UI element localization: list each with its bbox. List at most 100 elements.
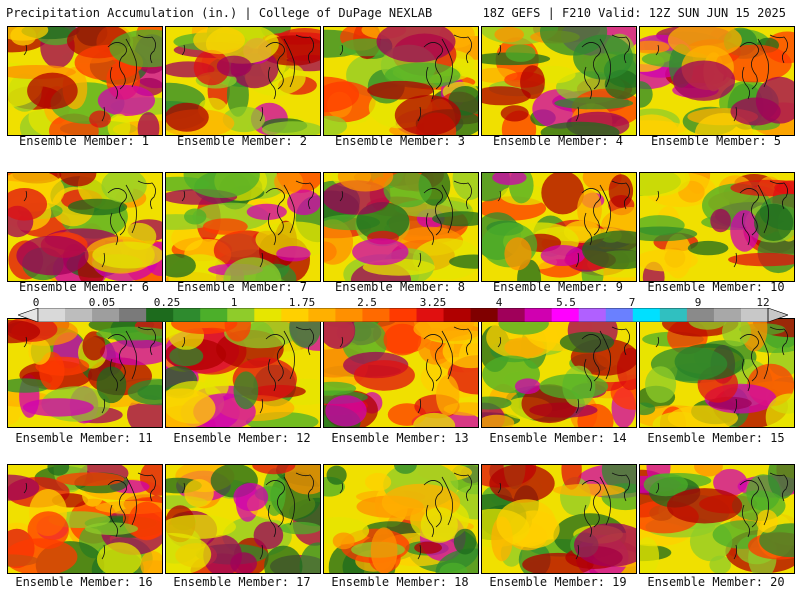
ensemble-panel bbox=[7, 318, 163, 428]
precip-map bbox=[324, 27, 478, 135]
colorbar-tick-label: 1.75 bbox=[288, 296, 316, 309]
colorbar-max-arrow bbox=[767, 308, 788, 322]
precip-map bbox=[640, 27, 794, 135]
precip-map bbox=[8, 173, 162, 281]
colorbar-swatch bbox=[443, 308, 472, 322]
panel-caption: Ensemble Member: 4 bbox=[492, 134, 624, 148]
ensemble-panel bbox=[481, 464, 637, 574]
precip-map bbox=[640, 319, 794, 427]
ensemble-panel bbox=[165, 26, 321, 136]
ensemble-panel bbox=[165, 464, 321, 574]
panel-caption: Ensemble Member: 20 bbox=[647, 575, 785, 589]
colorbar-min-arrow bbox=[18, 308, 39, 322]
panel-caption: Ensemble Member: 16 bbox=[15, 575, 153, 589]
panel-caption: Ensemble Member: 13 bbox=[331, 431, 469, 445]
colorbar-swatch bbox=[713, 308, 742, 322]
colorbar-swatch bbox=[605, 308, 634, 322]
colorbar-tick-label: 9 bbox=[694, 296, 702, 309]
ensemble-panel bbox=[481, 26, 637, 136]
panel-caption: Ensemble Member: 8 bbox=[334, 280, 466, 294]
panel-caption: Ensemble Member: 11 bbox=[15, 431, 153, 445]
precip-map bbox=[482, 465, 636, 573]
panel-caption: Ensemble Member: 2 bbox=[176, 134, 308, 148]
panel-caption: Ensemble Member: 12 bbox=[173, 431, 311, 445]
colorbar-swatch bbox=[389, 308, 418, 322]
panel-caption: Ensemble Member: 7 bbox=[176, 280, 308, 294]
ensemble-panel bbox=[323, 464, 479, 574]
colorbar-swatch bbox=[335, 308, 363, 322]
precip-map bbox=[166, 319, 320, 427]
ensemble-panel bbox=[7, 26, 163, 136]
ensemble-panel bbox=[7, 464, 163, 574]
precip-map bbox=[8, 465, 162, 573]
ensemble-panel bbox=[323, 318, 479, 428]
ensemble-panel bbox=[481, 318, 637, 428]
precip-map bbox=[166, 465, 320, 573]
ensemble-panel bbox=[323, 26, 479, 136]
precip-map bbox=[166, 27, 320, 135]
precip-map bbox=[8, 319, 162, 427]
colorbar-swatch bbox=[308, 308, 336, 322]
colorbar-swatch bbox=[551, 308, 580, 322]
colorbar-tick-label: 0.05 bbox=[88, 296, 116, 309]
panel-caption: Ensemble Member: 18 bbox=[331, 575, 469, 589]
ensemble-panel bbox=[639, 318, 795, 428]
colorbar-swatch bbox=[497, 308, 526, 322]
precip-map bbox=[324, 173, 478, 281]
colorbar-tick-label: 12 bbox=[756, 296, 770, 309]
precip-map bbox=[166, 173, 320, 281]
precip-map bbox=[324, 465, 478, 573]
colorbar-swatch bbox=[227, 308, 255, 322]
colorbar bbox=[18, 308, 788, 322]
panel-caption: Ensemble Member: 19 bbox=[489, 575, 627, 589]
panel-caption: Ensemble Member: 15 bbox=[647, 431, 785, 445]
colorbar-tick-label: 7 bbox=[628, 296, 636, 309]
precip-map bbox=[482, 27, 636, 135]
colorbar-swatch bbox=[740, 308, 769, 322]
colorbar-swatch bbox=[470, 308, 499, 322]
panel-caption: Ensemble Member: 1 bbox=[18, 134, 150, 148]
colorbar-swatch bbox=[173, 308, 201, 322]
panel-caption: Ensemble Member: 3 bbox=[334, 134, 466, 148]
colorbar-swatch bbox=[686, 308, 715, 322]
panel-caption: Ensemble Member: 6 bbox=[18, 280, 150, 294]
panel-caption: Ensemble Member: 10 bbox=[647, 280, 785, 294]
ensemble-panel bbox=[323, 172, 479, 282]
colorbar-swatch bbox=[281, 308, 309, 322]
colorbar-swatch bbox=[254, 308, 282, 322]
colorbar-tick-label: 2.5 bbox=[357, 296, 377, 309]
colorbar-tick-label: 0 bbox=[32, 296, 40, 309]
ensemble-panel bbox=[639, 26, 795, 136]
panel-caption: Ensemble Member: 5 bbox=[650, 134, 782, 148]
colorbar-swatch bbox=[65, 308, 93, 322]
colorbar-tick-label: 1 bbox=[230, 296, 238, 309]
panel-caption: Ensemble Member: 17 bbox=[173, 575, 311, 589]
ensemble-panel bbox=[639, 464, 795, 574]
precip-map bbox=[324, 319, 478, 427]
ensemble-panel bbox=[481, 172, 637, 282]
colorbar-tick-label: 0.25 bbox=[153, 296, 181, 309]
colorbar-tick-label: 5.5 bbox=[556, 296, 576, 309]
precip-map bbox=[482, 319, 636, 427]
colorbar-swatch bbox=[38, 308, 66, 322]
colorbar-swatch bbox=[92, 308, 120, 322]
precip-map bbox=[640, 173, 794, 281]
colorbar-swatch bbox=[578, 308, 607, 322]
precip-map bbox=[482, 173, 636, 281]
colorbar-swatch bbox=[362, 308, 390, 322]
ensemble-panel bbox=[165, 318, 321, 428]
colorbar-swatch bbox=[146, 308, 174, 322]
panel-caption: Ensemble Member: 9 bbox=[492, 280, 624, 294]
colorbar-swatch bbox=[632, 308, 661, 322]
colorbar-swatch bbox=[416, 308, 445, 322]
panel-caption: Ensemble Member: 14 bbox=[489, 431, 627, 445]
colorbar-swatch bbox=[524, 308, 553, 322]
ensemble-panel bbox=[165, 172, 321, 282]
header-right-title: 18Z GEFS | F210 Valid: 12Z SUN JUN 15 20… bbox=[482, 6, 786, 20]
header-left-title: Precipitation Accumulation (in.) | Colle… bbox=[6, 6, 433, 20]
colorbar-swatch bbox=[119, 308, 147, 322]
ensemble-panel bbox=[639, 172, 795, 282]
colorbar-tick-label: 3.25 bbox=[419, 296, 447, 309]
colorbar-tick-label: 4 bbox=[495, 296, 503, 309]
precip-map bbox=[640, 465, 794, 573]
